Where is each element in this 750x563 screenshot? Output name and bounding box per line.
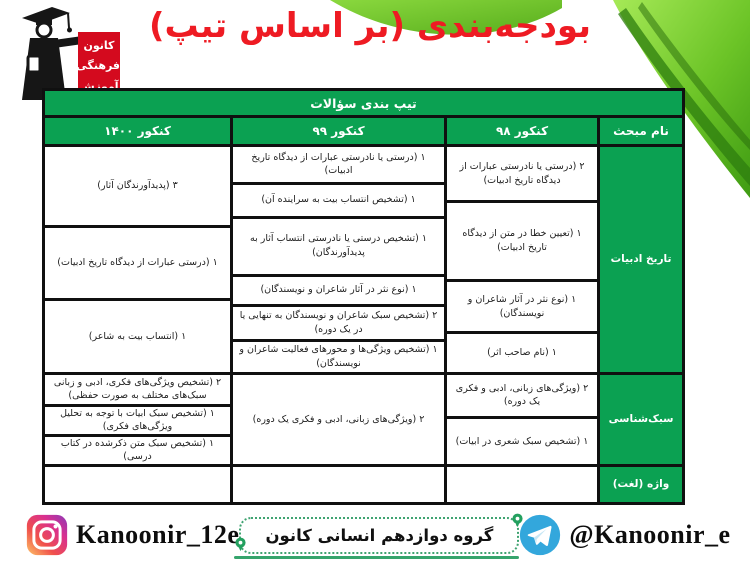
- column-header-konkur98: کنکور ۹۸: [447, 118, 597, 144]
- table-cell: ۳ (پدیدآورندگان آثار): [45, 147, 230, 225]
- graduate-figure-icon: [22, 7, 81, 100]
- table-cell: ۱ (تشخیص درستی یا نادرستی انتساب آثار به…: [233, 218, 444, 274]
- column-header-konkur1400: کنکور ۱۴۰۰: [45, 118, 230, 144]
- map-pin-icon: [235, 537, 247, 551]
- table-column-headers: نام مبحث کنکور ۹۸ کنکور ۹۹ کنکور ۱۴۰۰: [45, 118, 682, 144]
- table-cell: ۲ (درستی یا نادرستی عبارات از دیدگاه تار…: [447, 147, 597, 201]
- page-title: بودجه‌بندی (بر اساس تیپ): [148, 6, 592, 46]
- column-topic: تاریخ ادبیات سبک‌شناسی واژه (لغت): [600, 147, 682, 502]
- table-cell: ۱ (درستی یا نادرستی عبارات از دیدگاه تار…: [233, 147, 444, 182]
- topic-cell: واژه (لغت): [600, 467, 682, 502]
- column-konkur99: ۱ (درستی یا نادرستی عبارات از دیدگاه تار…: [233, 147, 444, 502]
- table-cell: ۱ (تشخیص انتساب بیت به سراینده آن): [233, 184, 444, 216]
- table-cell: ۱ (تشخیص سبک شعری در ابیات): [447, 418, 597, 464]
- table-cell: ۱ (نوع نثر در آثار شاعران و نویسندگان): [447, 282, 597, 331]
- telegram-link[interactable]: @Kanoonir_e: [519, 514, 730, 556]
- group-badge: گروه دوازدهم انسانی کانون: [234, 513, 523, 559]
- telegram-handle[interactable]: @Kanoonir_e: [569, 520, 731, 549]
- table-cell-empty: [233, 467, 444, 502]
- instagram-handle[interactable]: Kanoonir_12e: [76, 520, 240, 549]
- table-cell: ۱ (تعیین خطا در متن از دیدگاه تاریخ ادبی…: [447, 203, 597, 280]
- map-pin-icon: [512, 513, 523, 527]
- table-cell: ۱ (تشخیص ویژگی‌ها و محورهای فعالیت شاعرا…: [233, 342, 444, 372]
- table-cell: ۱ (تشخیص سبک متن ذکرشده در کتاب درسی): [45, 436, 230, 464]
- table-cell: ۱ (نام صاحب اثر): [447, 333, 597, 372]
- column-header-topic: نام مبحث: [600, 118, 682, 144]
- instagram-link[interactable]: Kanoonir_12e: [26, 514, 239, 556]
- telegram-icon[interactable]: [519, 514, 561, 556]
- logo-line-2: فرهنگی: [76, 59, 120, 73]
- topic-cell: تاریخ ادبیات: [600, 147, 682, 372]
- table-header: تیپ بندی سؤالات: [45, 91, 682, 115]
- topic-cell: سبک‌شناسی: [600, 375, 682, 464]
- footer: Kanoonir_12e گروه دوازدهم انسانی کانون @…: [0, 509, 750, 561]
- logo-line-1: کانون: [83, 39, 115, 52]
- table-cell-empty: [447, 467, 597, 502]
- instagram-icon[interactable]: [26, 514, 68, 556]
- table-cell: ۲ (تشخیص سبک شاعران و نویسندگان به تنهای…: [233, 306, 444, 340]
- table-body: تاریخ ادبیات سبک‌شناسی واژه (لغت) ۲ (درس…: [45, 147, 682, 502]
- table-cell: ۱ (تشخیص سبک ابیات با توجه به تحلیل ویژگ…: [45, 406, 230, 434]
- budget-table: تیپ بندی سؤالات نام مبحث کنکور ۹۸ کنکور …: [42, 88, 685, 505]
- table-cell-empty: [45, 467, 230, 502]
- group-badge-label: گروه دوازدهم انسانی کانون: [265, 525, 494, 545]
- table-cell: ۲ (ویژگی‌های زبانی، ادبی و فکری یک دوره): [447, 375, 597, 416]
- table-cell: ۲ (تشخیص ویژگی‌های فکری، ادبی و زبانی سب…: [45, 375, 230, 404]
- table-cell: ۱ (انتساب بیت به شاعر): [45, 301, 230, 372]
- column-konkur98: ۲ (درستی یا نادرستی عبارات از دیدگاه تار…: [447, 147, 597, 502]
- column-konkur1400: ۳ (پدیدآورندگان آثار) ۱ (درستی عبارات از…: [45, 147, 230, 502]
- column-header-konkur99: کنکور ۹۹: [233, 118, 444, 144]
- table-cell: ۱ (درستی عبارات از دیدگاه تاریخ ادبیات): [45, 227, 230, 299]
- table-cell: ۲ (ویژگی‌های زبانی، ادبی و فکری یک دوره): [233, 375, 444, 464]
- kanoon-logo: کانون فرهنگی آموزش: [6, 4, 121, 104]
- table-cell: ۱ (نوع نثر در آثار شاعران و نویسندگان): [233, 276, 444, 304]
